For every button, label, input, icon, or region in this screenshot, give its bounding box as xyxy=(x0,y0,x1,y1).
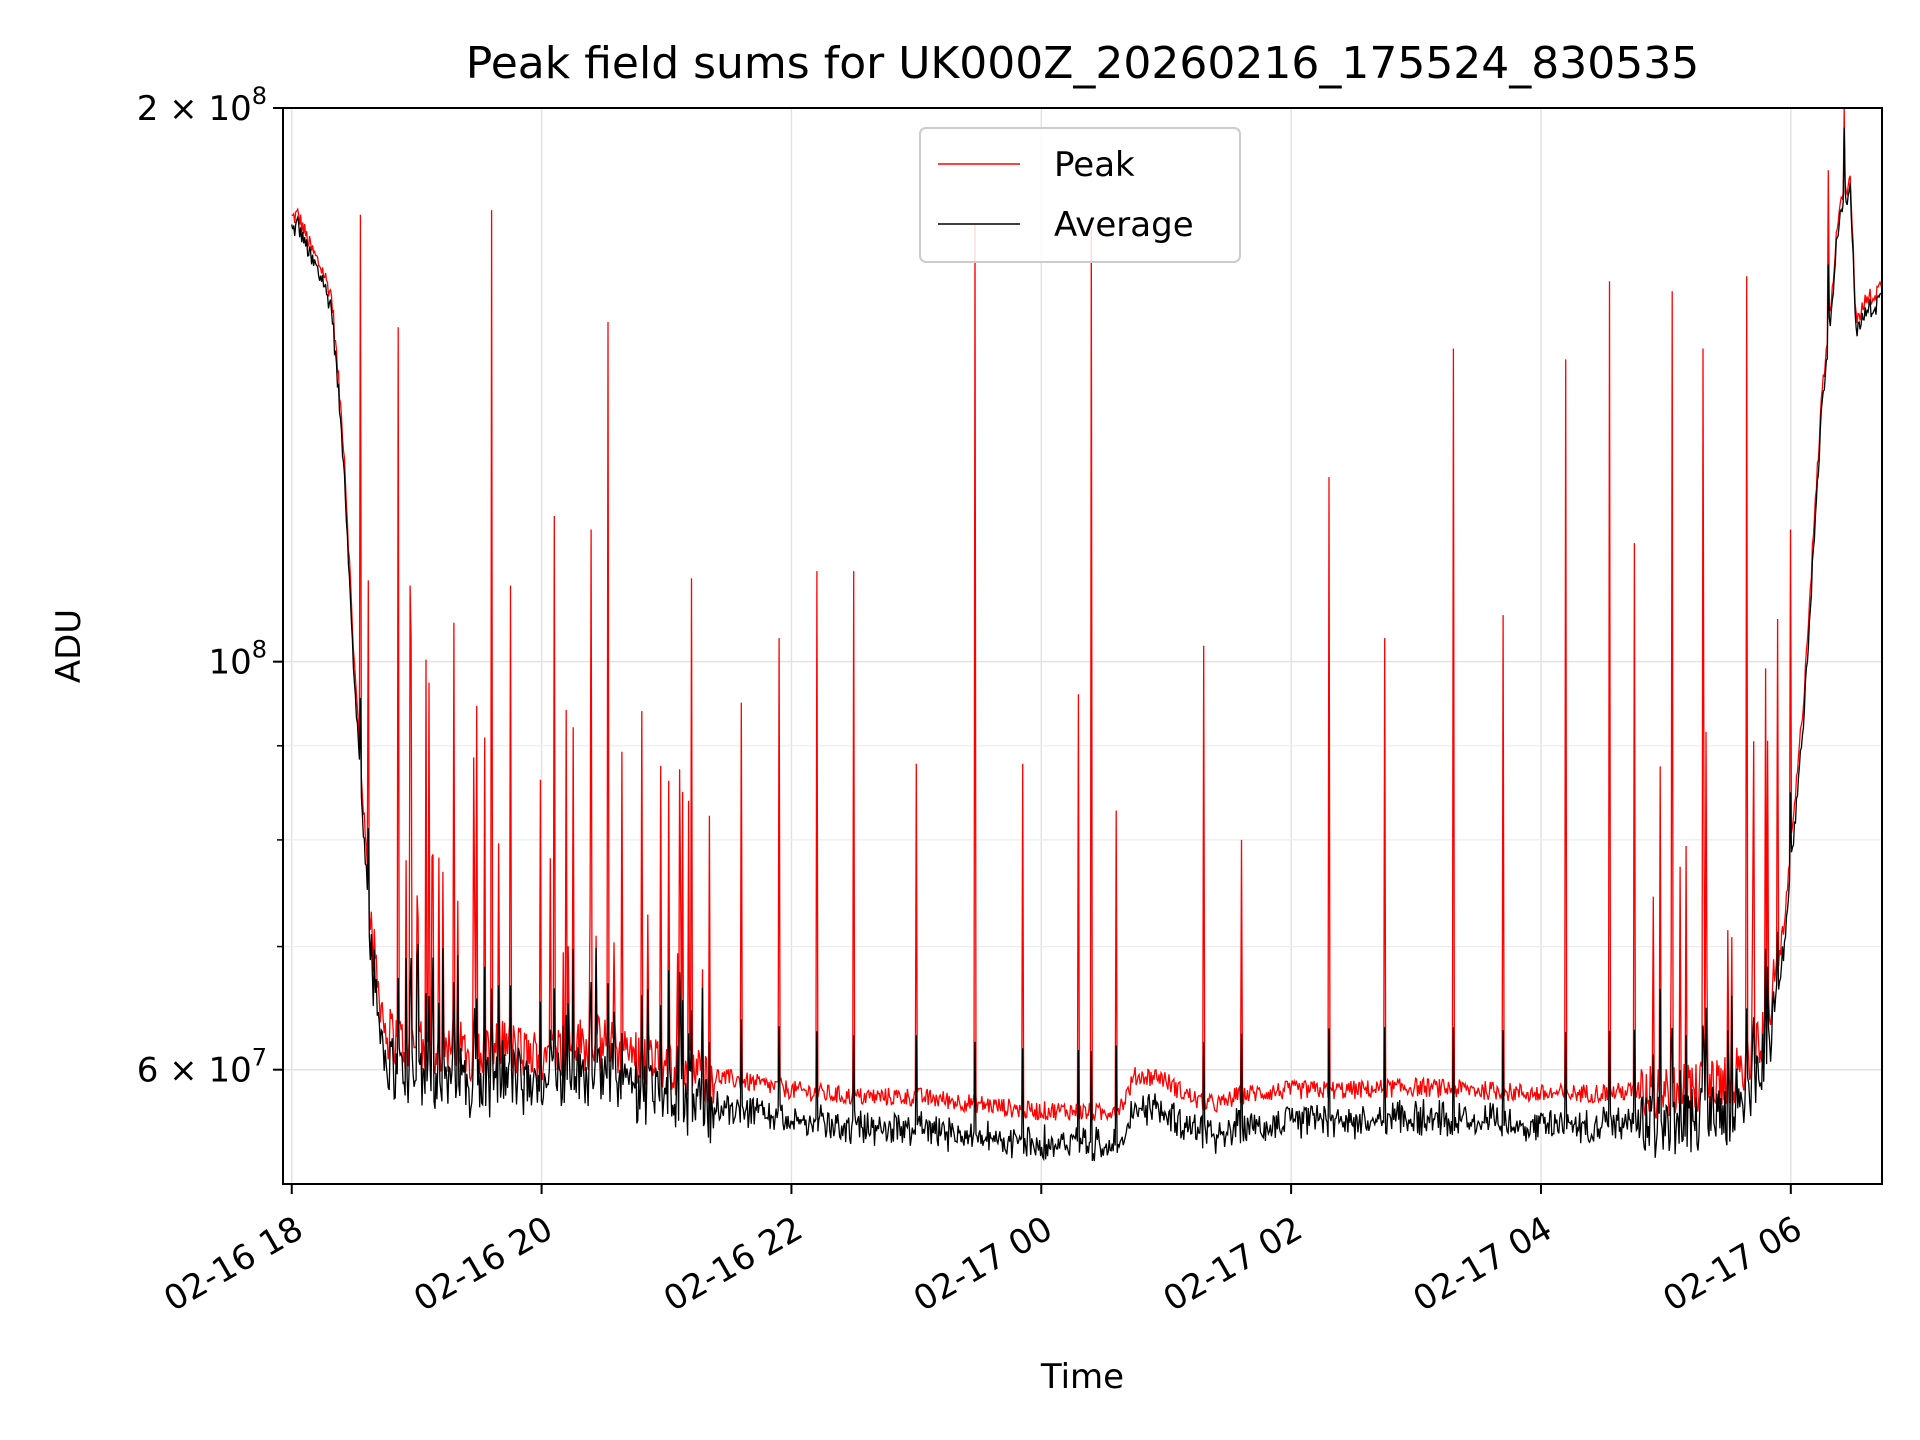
legend-box xyxy=(919,127,1241,263)
y-tick-label: 6 × 107 xyxy=(137,1044,267,1091)
y-tick-label: 2 × 108 xyxy=(137,82,267,129)
chart-title: Peak field sums for UK000Z_20260216_1755… xyxy=(466,38,1700,89)
x-axis-label: Time xyxy=(1040,1357,1124,1397)
y-axis-label: ADU xyxy=(49,609,89,683)
legend-label-average: Average xyxy=(1054,205,1194,245)
plot-frame xyxy=(282,107,1883,1185)
series-line-average xyxy=(291,127,1882,1162)
series-line-peak xyxy=(291,108,1882,1122)
legend: Peak Average xyxy=(919,127,1241,263)
data-traces xyxy=(291,108,1882,1162)
legend-label-peak: Peak xyxy=(1054,145,1135,185)
y-tick-label: 108 xyxy=(208,636,267,683)
